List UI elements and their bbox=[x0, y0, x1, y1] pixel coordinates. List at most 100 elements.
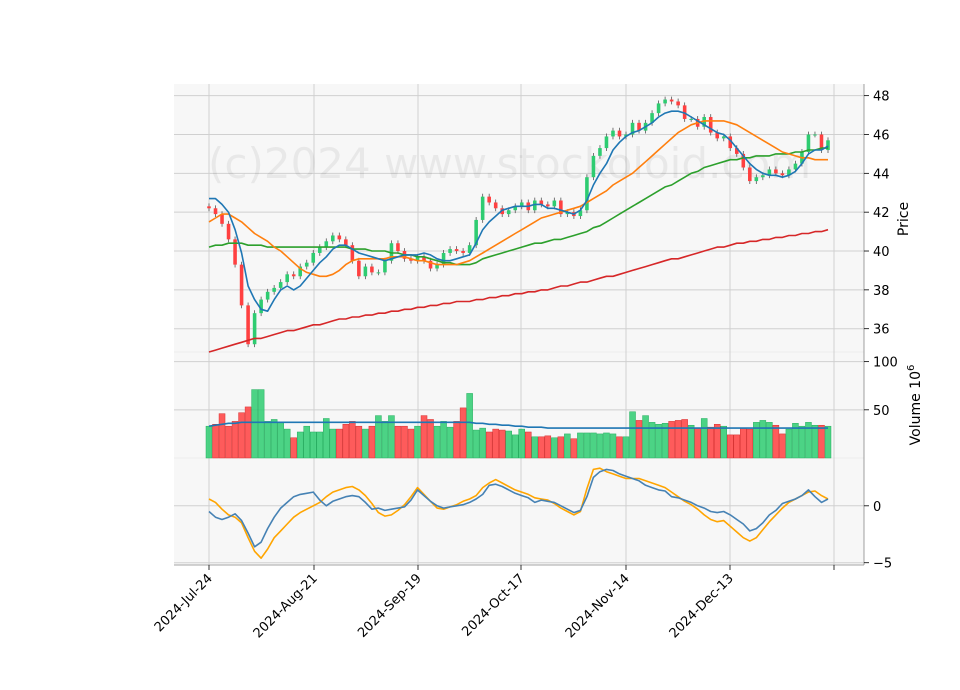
volume-bar bbox=[811, 424, 819, 459]
candle-body bbox=[604, 136, 609, 149]
volume-bar bbox=[564, 433, 571, 459]
volume-bar bbox=[446, 426, 454, 459]
candle-body bbox=[663, 99, 667, 104]
candle-body bbox=[669, 99, 674, 102]
volume-bar bbox=[498, 429, 506, 459]
candle-body bbox=[291, 274, 296, 277]
volume-bar bbox=[766, 422, 773, 459]
candle-body bbox=[317, 247, 322, 253]
candle-body bbox=[532, 200, 537, 211]
candle-body bbox=[598, 148, 602, 156]
volume-bar bbox=[596, 433, 604, 459]
candle-body bbox=[559, 200, 563, 215]
volume-bar bbox=[466, 393, 473, 459]
volume-bar bbox=[440, 421, 447, 459]
panels bbox=[174, 84, 864, 565]
volume-bar bbox=[805, 422, 812, 459]
candle-body bbox=[826, 140, 830, 151]
volume-label-base: Volume 10 bbox=[908, 371, 924, 445]
volume-average-line bbox=[208, 421, 828, 429]
volume-bar bbox=[407, 428, 415, 459]
volume-bar bbox=[251, 389, 258, 459]
candle-body bbox=[513, 206, 518, 211]
volume-bar bbox=[212, 424, 219, 459]
candle-body bbox=[337, 235, 342, 240]
volume-bar bbox=[779, 433, 786, 459]
volume-bar bbox=[362, 428, 369, 459]
volume-bar bbox=[720, 425, 727, 459]
candle-body bbox=[708, 117, 713, 133]
candle-body bbox=[213, 208, 218, 215]
candle-body bbox=[415, 256, 420, 261]
volume-bar bbox=[505, 430, 512, 459]
volume-bar bbox=[518, 428, 526, 459]
volume-bar bbox=[622, 436, 630, 459]
volume-bar bbox=[674, 420, 682, 459]
oscillator-panel bbox=[174, 458, 864, 565]
volume-axis-label: Volume 106 bbox=[906, 365, 924, 446]
volume-bar bbox=[655, 424, 662, 459]
candle-body bbox=[787, 169, 791, 176]
volume-bar bbox=[420, 415, 428, 459]
volume-bar bbox=[557, 436, 565, 459]
candle-body bbox=[344, 239, 348, 246]
candle-body bbox=[272, 287, 276, 292]
ma-200-line bbox=[208, 228, 829, 353]
candle-body bbox=[748, 167, 752, 182]
candle-body bbox=[676, 101, 680, 106]
watermark: (c)2024 www.stockoloid.com bbox=[208, 139, 811, 188]
volume-bar bbox=[264, 421, 271, 459]
volume-bar bbox=[381, 421, 389, 459]
candle-body bbox=[383, 260, 387, 273]
candle-body bbox=[233, 239, 237, 265]
oscillator-line-a bbox=[208, 468, 829, 548]
volume-bar bbox=[401, 425, 408, 459]
candle-body bbox=[246, 305, 250, 345]
candle-body bbox=[585, 177, 589, 211]
candle-body bbox=[754, 177, 759, 182]
volume-bar bbox=[225, 425, 232, 459]
volume-label-exponent: 6 bbox=[906, 365, 917, 371]
candle-body bbox=[682, 105, 687, 119]
candle-body bbox=[220, 214, 224, 224]
volume-bar bbox=[433, 425, 441, 459]
price-tick-label: 48 bbox=[873, 90, 890, 105]
volume-bar bbox=[205, 425, 213, 459]
candle-body bbox=[519, 202, 524, 207]
volume-tick-label: 50 bbox=[873, 404, 890, 419]
ma-50-line bbox=[208, 147, 828, 266]
volume-bar bbox=[342, 424, 350, 459]
candle-body bbox=[617, 130, 622, 137]
candle-body bbox=[265, 291, 270, 300]
candle-body bbox=[467, 245, 472, 253]
volume-bar bbox=[694, 427, 701, 459]
candle-body bbox=[565, 212, 570, 215]
volume-bar bbox=[355, 425, 363, 459]
candle-body bbox=[715, 132, 720, 139]
volume-bar bbox=[479, 427, 486, 459]
candle-body bbox=[259, 299, 263, 314]
candle-body bbox=[396, 243, 400, 252]
candle-body bbox=[813, 134, 817, 136]
candle-body bbox=[728, 136, 733, 149]
volume-bar bbox=[244, 406, 252, 459]
volume-bar bbox=[303, 425, 310, 459]
volume-bar bbox=[414, 425, 421, 459]
volume-bar bbox=[668, 421, 675, 459]
volume-bar bbox=[544, 435, 552, 459]
candle-body bbox=[493, 202, 498, 209]
volume-bar bbox=[583, 432, 591, 459]
price-tick-label: 36 bbox=[873, 323, 890, 338]
volume-bar bbox=[818, 424, 825, 459]
price-axis-label: Price bbox=[896, 202, 912, 236]
volume-bar bbox=[570, 438, 578, 459]
volume-bar bbox=[642, 415, 649, 459]
oscillator-tick-label: −5 bbox=[873, 557, 892, 572]
candle-body bbox=[207, 206, 211, 209]
volume-bar bbox=[316, 431, 324, 459]
volume-bar bbox=[349, 421, 356, 459]
candle-body bbox=[774, 169, 778, 174]
candle-body bbox=[506, 210, 511, 215]
volume-bar bbox=[375, 415, 382, 459]
price-tick-label: 44 bbox=[873, 167, 890, 182]
